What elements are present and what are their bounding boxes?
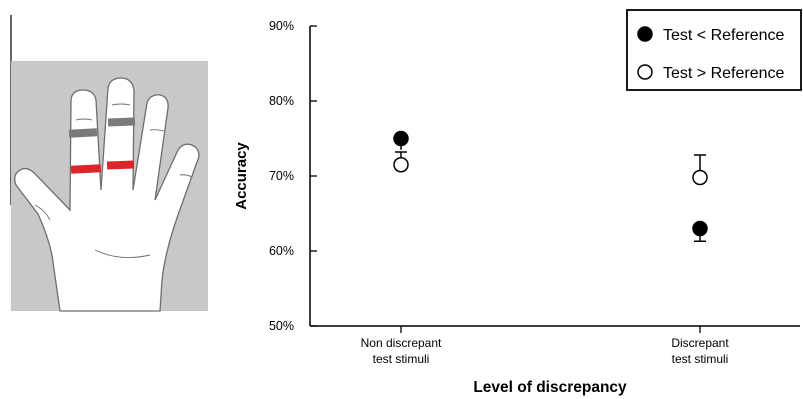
thumb-crease xyxy=(34,204,51,221)
point-test-less-than-reference xyxy=(692,220,708,237)
ring-middle-distal xyxy=(107,117,136,127)
finger-crease-index xyxy=(75,118,93,121)
accuracy-chart: 50% 60% 70% 80% 90% Non discrepant test stimu… xyxy=(233,9,802,396)
error-bars xyxy=(395,134,706,242)
hand-silhouette xyxy=(14,77,200,312)
x-categories: Non discrepant test stimuli Discrepant test… xyxy=(361,326,729,366)
ring-index-proximal xyxy=(70,164,102,174)
legend-entry-label: Test < Reference xyxy=(663,27,785,44)
point-test-greater-than-reference xyxy=(692,169,708,186)
data-points xyxy=(393,130,708,237)
hand-illustration xyxy=(10,15,208,312)
x-category-label: Non discrepant test stimuli xyxy=(361,336,442,366)
finger-crease-little xyxy=(179,174,193,178)
y-ticks: 50% 60% 70% 80% 90% xyxy=(269,19,317,333)
ring-middle-proximal xyxy=(106,160,135,170)
palm-crease xyxy=(94,249,151,259)
legend-box xyxy=(626,9,802,91)
y-tick-label: 60% xyxy=(269,244,294,258)
point-test-greater-than-reference xyxy=(393,157,409,173)
point-test-less-than-reference xyxy=(393,130,409,147)
y-axis-label: Accuracy xyxy=(233,142,250,210)
x-axis-label: Level of discrepancy xyxy=(473,379,627,396)
legend-marker-filled xyxy=(637,26,653,42)
legend: Test < Reference Test > Reference xyxy=(626,9,802,91)
y-tick-label: 80% xyxy=(269,94,294,108)
y-tick-label: 50% xyxy=(269,319,294,333)
ring-index-distal xyxy=(68,128,98,138)
y-tick-label: 90% xyxy=(269,19,294,33)
legend-marker-open xyxy=(637,64,653,80)
legend-entry-label: Test > Reference xyxy=(663,65,785,82)
y-tick-label: 70% xyxy=(269,169,294,183)
finger-crease-middle xyxy=(111,103,131,106)
x-category-label: Discrepant test stimuli xyxy=(671,336,729,366)
hand-drawing xyxy=(14,77,200,312)
finger-crease-ring xyxy=(149,129,165,132)
